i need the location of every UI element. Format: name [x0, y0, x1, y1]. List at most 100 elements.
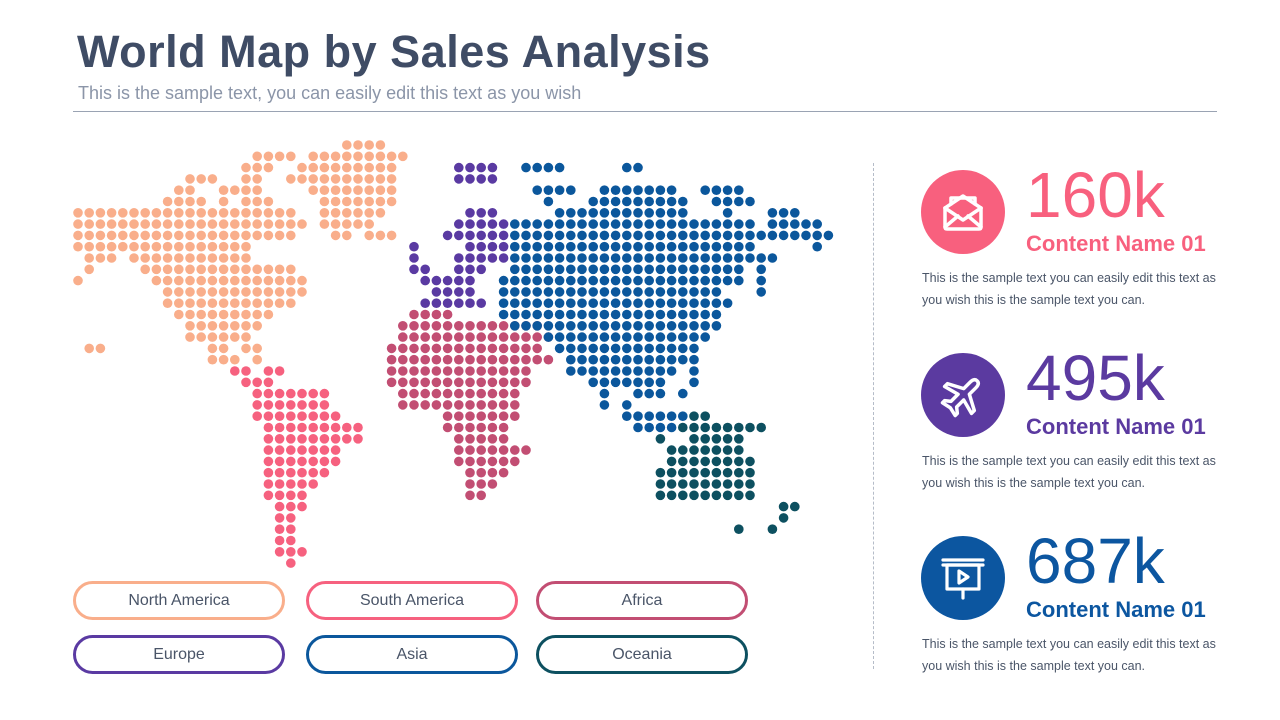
- map-dot-north-america: [218, 185, 229, 195]
- map-dot-asia: [767, 219, 778, 229]
- map-dot-north-america: [207, 332, 218, 342]
- map-dot-north-america: [185, 174, 195, 184]
- map-dot-asia: [554, 264, 565, 275]
- page-title: World Map by Sales Analysis: [77, 26, 711, 77]
- map-dot-south-america: [297, 467, 307, 478]
- legend-asia[interactable]: Asia: [306, 635, 518, 674]
- map-dot-asia: [532, 162, 542, 173]
- map-dot-asia: [577, 219, 587, 229]
- map-dot-africa: [420, 309, 431, 320]
- map-dot-north-america: [353, 196, 363, 207]
- map-dot-africa: [454, 377, 464, 388]
- map-dot-south-america: [286, 524, 296, 534]
- legend-europe[interactable]: Europe: [73, 635, 285, 674]
- map-dot-south-america: [297, 445, 307, 455]
- map-dot-africa: [476, 332, 487, 342]
- map-dot-north-america: [218, 298, 229, 309]
- map-dot-asia: [644, 309, 654, 320]
- map-dot-asia: [498, 309, 509, 320]
- map-dot-oceania: [689, 434, 699, 444]
- map-dot-europe: [420, 264, 431, 275]
- map-dot-asia: [756, 230, 766, 241]
- map-dot-asia: [644, 264, 654, 275]
- map-dot-europe: [454, 162, 464, 173]
- map-dot-africa: [431, 343, 442, 354]
- map-dot-asia: [566, 185, 576, 195]
- map-dot-asia: [633, 264, 643, 275]
- map-dot-africa: [409, 321, 419, 331]
- map-dot-oceania: [711, 434, 722, 444]
- map-dot-asia: [566, 321, 576, 331]
- legend-north-america[interactable]: North America: [73, 581, 285, 620]
- map-dot-europe: [476, 230, 487, 241]
- map-dot-north-america: [252, 162, 262, 173]
- legend-africa[interactable]: Africa: [536, 581, 748, 620]
- map-dot-africa: [487, 388, 498, 399]
- map-dot-south-america: [274, 490, 285, 501]
- map-dot-north-america: [375, 208, 386, 218]
- map-dot-africa: [487, 434, 498, 444]
- map-dot-africa: [498, 343, 509, 354]
- map-dot-asia: [689, 366, 699, 376]
- map-dot-asia: [610, 264, 621, 275]
- map-dot-oceania: [689, 490, 699, 501]
- map-dot-asia: [644, 343, 654, 354]
- map-dot-north-america: [319, 162, 330, 173]
- map-dot-asia: [644, 366, 654, 376]
- map-dot-asia: [610, 332, 621, 342]
- stat-block-1: 160k Content Name 01 This is the sample …: [920, 159, 1240, 333]
- map-dot-africa: [498, 377, 509, 388]
- map-dot-oceania: [678, 467, 688, 478]
- map-dot-asia: [599, 298, 610, 309]
- map-dot-oceania: [722, 467, 733, 478]
- map-dot-south-america: [252, 377, 262, 388]
- map-dot-africa: [476, 467, 487, 478]
- map-dot-asia: [655, 343, 666, 354]
- map-dot-europe: [498, 241, 509, 252]
- map-dot-south-america: [308, 479, 319, 489]
- map-dot-asia: [622, 366, 632, 376]
- map-dot-asia: [689, 219, 699, 229]
- map-dot-asia: [577, 354, 587, 365]
- map-dot-asia: [566, 208, 576, 218]
- map-dot-asia: [577, 275, 587, 286]
- map-dot-north-america: [398, 151, 408, 162]
- map-dot-north-america: [364, 208, 375, 218]
- legend-south-america[interactable]: South America: [306, 581, 518, 620]
- map-dot-north-america: [230, 253, 240, 263]
- map-dot-asia: [644, 275, 654, 286]
- map-dot-north-america: [140, 219, 150, 229]
- map-dot-asia: [700, 219, 710, 229]
- map-dot-asia: [532, 253, 542, 263]
- map-dot-asia: [566, 309, 576, 320]
- legend-oceania[interactable]: Oceania: [536, 635, 748, 674]
- map-dot-north-america: [151, 241, 162, 252]
- map-dot-asia: [599, 275, 610, 286]
- map-dot-europe: [454, 253, 464, 263]
- map-dot-south-america: [319, 422, 330, 433]
- map-dot-asia: [543, 332, 554, 342]
- map-dot-europe: [431, 298, 442, 309]
- map-dot-south-america: [297, 547, 307, 557]
- map-dot-south-america: [274, 456, 285, 467]
- map-dot-north-america: [140, 230, 150, 241]
- map-dot-asia: [521, 321, 531, 331]
- map-dot-north-america: [140, 208, 150, 218]
- map-dot-north-america: [252, 208, 262, 218]
- stat-description: This is the sample text you can easily e…: [922, 637, 1216, 673]
- map-dot-asia: [689, 377, 699, 388]
- map-dot-africa: [465, 388, 475, 399]
- stat-name: Content Name 01: [1026, 231, 1206, 256]
- map-dot-asia: [588, 219, 598, 229]
- map-dot-europe: [465, 174, 475, 184]
- map-dot-asia: [711, 321, 722, 331]
- map-dot-europe: [431, 275, 442, 286]
- map-dot-africa: [465, 422, 475, 433]
- map-dot-north-america: [106, 253, 117, 263]
- map-dot-europe: [487, 230, 498, 241]
- map-dot-north-america: [218, 219, 229, 229]
- map-dot-asia: [588, 264, 598, 275]
- map-dot-asia: [666, 343, 677, 354]
- map-dot-north-america: [286, 219, 296, 229]
- map-dot-africa: [431, 388, 442, 399]
